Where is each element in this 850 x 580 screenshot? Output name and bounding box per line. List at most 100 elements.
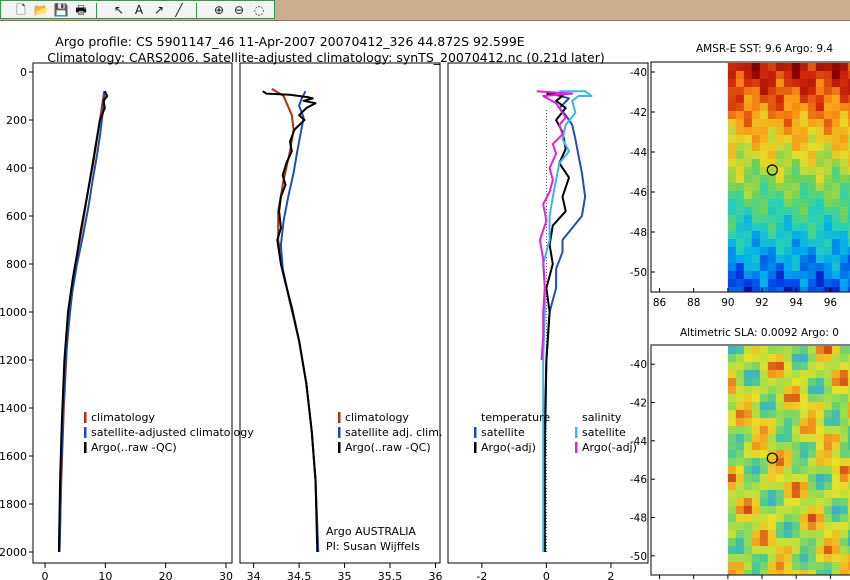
zoom-out-icon[interactable]: ⊖ bbox=[233, 3, 245, 17]
legend-swatch bbox=[84, 412, 87, 423]
sla-map-cell bbox=[839, 434, 849, 443]
sla-map-cell bbox=[743, 514, 753, 523]
sla-map-cell bbox=[807, 554, 817, 563]
sst-map-cell bbox=[783, 247, 793, 256]
line-tool-icon[interactable]: ╱ bbox=[175, 3, 183, 17]
sla-map-cell bbox=[815, 498, 825, 507]
sst-map-cell bbox=[775, 215, 785, 224]
sst-map-cell bbox=[751, 79, 761, 88]
sst-map-cell bbox=[823, 167, 833, 176]
sst-map-cell bbox=[743, 111, 753, 120]
arrow-tool-icon[interactable]: ↗ bbox=[153, 3, 165, 17]
sst-map-cell bbox=[847, 159, 850, 168]
sst-map-cell bbox=[735, 167, 745, 176]
sla-map-cell bbox=[839, 394, 849, 403]
sla-map-cell bbox=[791, 474, 801, 483]
series-line-satellite-adj-clim- bbox=[279, 90, 320, 553]
x-tick-label: 2 bbox=[607, 570, 614, 580]
sla-map-cell bbox=[783, 506, 793, 515]
pointer-arrow-icon[interactable]: ↖ bbox=[113, 3, 125, 17]
print-icon[interactable]: 🖶 bbox=[75, 3, 87, 17]
sst-map-cell bbox=[759, 247, 769, 256]
x-tick-label: 10 bbox=[98, 570, 112, 580]
sst-map-cell bbox=[759, 127, 769, 136]
sla-map-cell bbox=[799, 394, 809, 403]
sst-map-cell bbox=[751, 103, 761, 112]
sla-map-cell bbox=[743, 362, 753, 371]
sst-map-cell bbox=[759, 159, 769, 168]
sst-map-cell bbox=[799, 111, 809, 120]
sla-map-cell bbox=[775, 562, 785, 571]
sst-map-cell bbox=[727, 287, 737, 292]
map-y-tick-label: -48 bbox=[630, 227, 647, 239]
sst-map-cell bbox=[823, 263, 833, 272]
sst-map-cell bbox=[783, 287, 793, 292]
sla-map-cell bbox=[831, 386, 841, 395]
sla-map-cell bbox=[727, 474, 737, 483]
sst-map-cell bbox=[839, 79, 849, 88]
sla-map-cell bbox=[775, 474, 785, 483]
sst-map-cell bbox=[839, 167, 849, 176]
map-y-tick-label: -40 bbox=[630, 67, 647, 79]
sst-map-cell bbox=[743, 151, 753, 160]
sla-map-cell bbox=[831, 418, 841, 427]
sst-map-cell bbox=[799, 191, 809, 200]
series-line-temperature-argo-adj- bbox=[543, 92, 570, 552]
sla-map-cell bbox=[727, 434, 737, 443]
sla-map-cell bbox=[847, 346, 850, 355]
zoom-in-icon[interactable]: ⊕ bbox=[213, 3, 225, 17]
sst-map-cell bbox=[815, 159, 825, 168]
sst-map-cell bbox=[727, 263, 737, 272]
sst-map-cell bbox=[775, 71, 785, 80]
sst-map-cell bbox=[775, 79, 785, 88]
legend-label: climatology bbox=[91, 411, 155, 424]
open-folder-icon[interactable]: 📂 bbox=[33, 3, 49, 17]
sla-map-cell bbox=[735, 562, 745, 571]
sla-map-cell bbox=[847, 458, 850, 467]
sst-map-cell bbox=[735, 271, 745, 280]
rotate-icon[interactable]: ◌ bbox=[253, 3, 265, 17]
sla-map-cell bbox=[823, 362, 833, 371]
sst-map-cell bbox=[743, 287, 753, 292]
sst-map-cell bbox=[751, 159, 761, 168]
new-document-icon[interactable]: 🗋 bbox=[16, 3, 26, 17]
sla-map-cell bbox=[759, 554, 769, 563]
sla-map-cell bbox=[831, 506, 841, 515]
sst-map-cell bbox=[767, 231, 777, 240]
sla-map-cell bbox=[847, 354, 850, 363]
sla-map-cell bbox=[767, 514, 777, 523]
sla-map-cell bbox=[751, 554, 761, 563]
sst-map-cell bbox=[799, 167, 809, 176]
sla-map-cell bbox=[847, 506, 850, 515]
sst-map-cell bbox=[759, 175, 769, 184]
sst-map-cell bbox=[799, 135, 809, 144]
sla-map-cell bbox=[799, 354, 809, 363]
sla-map-cell bbox=[823, 386, 833, 395]
sst-map-cell bbox=[783, 95, 793, 104]
sst-map-cell bbox=[735, 263, 745, 272]
sla-map-cell bbox=[743, 570, 753, 575]
sst-map-cell bbox=[839, 135, 849, 144]
sst-map-cell bbox=[759, 199, 769, 208]
sst-map-cell bbox=[847, 167, 850, 176]
sst-map-cell bbox=[767, 287, 777, 292]
sla-map-cell bbox=[783, 370, 793, 379]
text-tool-icon[interactable]: A bbox=[134, 3, 144, 17]
sla-map-cell bbox=[815, 362, 825, 371]
series-line-climatology bbox=[58, 91, 106, 553]
sla-map-cell bbox=[791, 370, 801, 379]
sst-map-cell bbox=[839, 63, 849, 72]
sst-map-cell bbox=[791, 71, 801, 80]
sla-map-cell bbox=[823, 546, 833, 555]
save-disk-icon[interactable]: 💾 bbox=[53, 3, 69, 17]
sst-map-cell bbox=[767, 159, 777, 168]
sst-map-cell bbox=[767, 263, 777, 272]
sst-map-cell bbox=[775, 239, 785, 248]
sst-map-cell bbox=[807, 95, 817, 104]
sst-map-cell bbox=[743, 103, 753, 112]
sla-map-cell bbox=[767, 410, 777, 419]
sst-map-cell bbox=[767, 95, 777, 104]
sla-map-cell bbox=[775, 394, 785, 403]
sla-map-cell bbox=[815, 426, 825, 435]
sst-map-cell bbox=[799, 183, 809, 192]
